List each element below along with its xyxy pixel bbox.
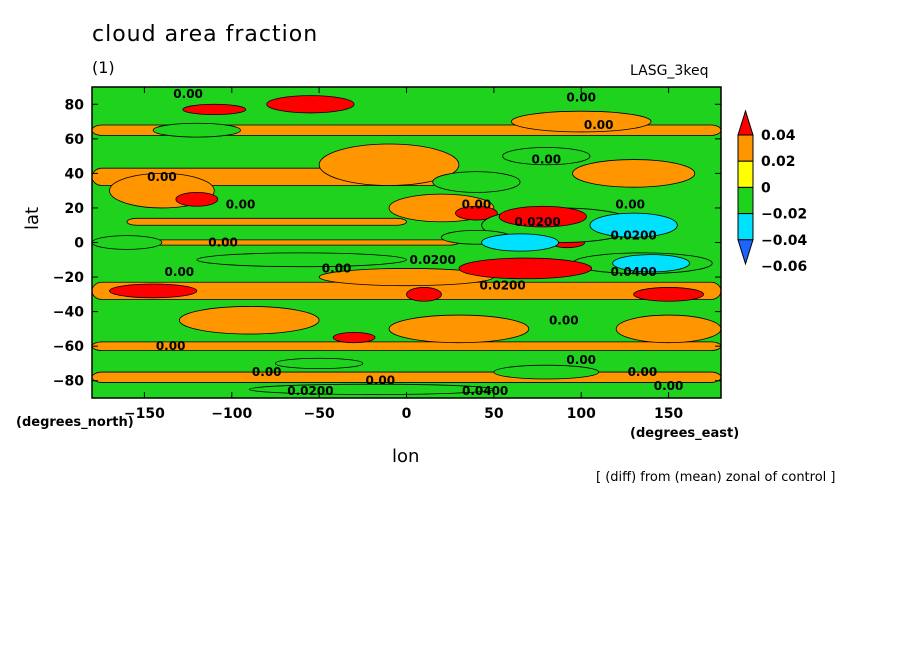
x-tick-label-6: 150 [654,406,683,422]
contour-label-20: 0.00 [628,365,658,379]
colorbar-label-2: −0.02 [761,207,807,223]
contour-label-14: 0.00 [165,265,195,279]
field-blob-22 [182,103,247,116]
contour-label-11: 0.0200 [410,253,456,267]
field-blob-39 [498,205,587,228]
field-blob-40 [458,257,593,280]
colorbar-segment-bottom [737,239,754,266]
contour-label-17: 0.00 [156,339,186,353]
x-tick-label-2: −50 [304,406,335,422]
colorbar-segment-top [737,109,754,136]
contour-label-10: 0.0200 [610,229,656,243]
field-blob-29 [196,252,407,268]
field-band-5 [126,217,407,226]
colorbar: 0.04 0.02 0 −0.02 −0.04 −0.06 [737,109,808,275]
field-blob-10 [510,110,652,133]
y-tick-label-8: 80 [65,97,85,113]
colorbar-segment-2 [737,186,754,215]
model-label: LASG_3keq [630,63,709,79]
chart-subtitle: (1) [92,58,115,77]
colorbar-segment-4 [737,134,754,162]
colorbar-segment-3 [737,160,754,188]
y-tick-label-0: −80 [53,374,84,390]
contour-label-16: 0.00 [549,313,579,327]
field-blob-7 [318,143,460,186]
contour-label-7: 0.00 [208,236,238,250]
field-blob-16 [266,95,355,114]
field-blob-19 [633,287,704,302]
contour-label-6: 0.00 [462,197,492,211]
chart-title: cloud area fraction [92,22,319,47]
contour-label-24: 0.0200 [287,384,333,398]
plot-area: 0.00 0.000.000.000.000.00 0.000.000.000.02… [92,87,721,398]
x-tick-label-4: 50 [484,406,504,422]
field-blob-13 [615,314,721,344]
field-blob-30 [493,364,600,380]
x-tick-label-5: 100 [567,406,596,422]
x-axis-label: lon [392,446,420,467]
y-tick-label-5: 20 [65,201,85,217]
field-blob-38 [612,254,690,273]
field-blob-23 [175,191,219,207]
field-blob-18 [406,287,442,302]
contour-label-8: 0.00 [615,197,645,211]
field-blob-28 [502,147,591,166]
y-tick-label-6: 40 [65,166,85,182]
field-blob-36 [589,212,678,238]
y-tick-label-3: −20 [53,270,84,286]
contour-label-3: 0.00 [531,153,561,167]
field-blob-17 [109,283,198,299]
colorbar-segment-1 [737,213,754,241]
y-tick-label-7: 60 [65,132,85,148]
contour-label-4: 0.00 [147,170,177,184]
y-tick-label-2: −40 [53,305,84,321]
field-blob-12 [178,306,320,335]
contour-label-0: 0.00 [173,87,203,101]
contour-label-21: 0.00 [365,374,395,388]
contour-label-18: 0.00 [566,353,596,367]
x-tick-label-1: −100 [211,406,252,422]
y-axis: −80 −60 −40 −20 0 20 40 60 80 [53,97,721,390]
colorbar-label-5: 0.04 [761,128,796,144]
footnote: [ (diff) from (mean) zonal of control ] [596,470,836,485]
colorbar-label-0: −0.06 [761,259,807,275]
field-blob-26 [432,171,521,193]
y-axis-units: (degrees_north) [16,415,134,430]
contour-label-22: 0.00 [654,379,684,393]
contour-label-9: 0.0200 [514,215,560,229]
colorbar-label-3: 0 [761,180,771,196]
contour-label-2: 0.00 [584,118,614,132]
field-blob-24 [332,331,376,344]
contour-label-1: 0.00 [566,90,596,104]
x-axis-units: (degrees_east) [630,426,740,441]
field-blob-20 [455,205,498,221]
field-blob-35 [248,383,495,395]
contour-label-5: 0.00 [226,197,256,211]
x-tick-label-3: 0 [402,406,412,422]
contour-label-23: 0.0400 [462,384,508,398]
contour-label-13: 0.00 [322,261,352,275]
colorbar-label-1: −0.04 [761,233,808,249]
contour-label-12: 0.0400 [610,265,656,279]
x-axis: −150 −100 −50 0 50 100 150 [124,87,683,422]
y-tick-label-4: 0 [74,236,84,252]
field-band-3 [92,341,721,351]
field-blob-27 [152,122,241,138]
field-blob-31 [92,235,163,250]
field-blob-11 [388,314,530,344]
contour-label-15: 0.0200 [479,279,525,293]
contour-label-19: 0.00 [252,365,282,379]
field-blob-34 [275,357,364,370]
y-tick-label-1: −60 [53,339,84,355]
field-blob-37 [481,233,559,252]
colorbar-label-4: 0.02 [761,154,796,170]
field-blob-9 [572,159,696,188]
x-tick-label-0: −150 [124,406,165,422]
